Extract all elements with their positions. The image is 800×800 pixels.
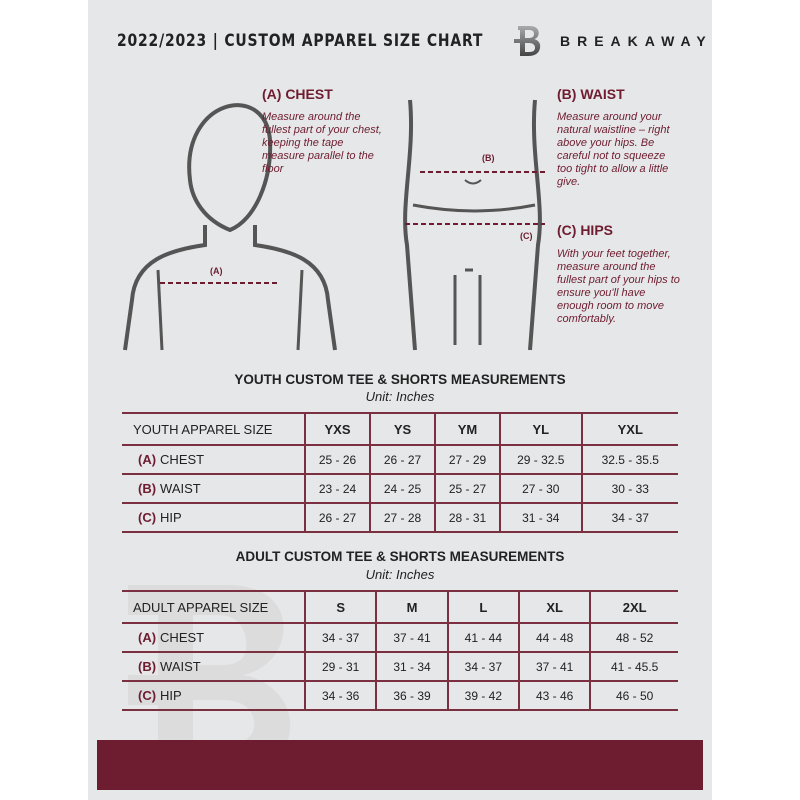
size-header: YL (499, 412, 582, 446)
hips-instructions: With your feet together, measure around … (557, 248, 680, 325)
hip-marker: (C) (520, 231, 533, 241)
lower-body-illustration (403, 99, 545, 351)
brand-name: BREAKAWAY (560, 33, 713, 49)
table-cell: 44 - 48 (517, 622, 591, 653)
size-header: XL (517, 590, 591, 624)
measurement-name: WAIST (160, 659, 201, 674)
youth-unit: Unit: Inches (365, 389, 435, 404)
head-outline (187, 103, 273, 233)
size-header: M (375, 590, 448, 624)
table-header-row: ADULT APPAREL SIZE S M L XL 2XL (122, 590, 678, 624)
chest-instructions: Measure around the fullest part of your … (262, 111, 382, 175)
size-header: L (446, 590, 519, 624)
table-cell: 30 - 33 (580, 473, 678, 504)
table-cell: 39 - 42 (446, 680, 519, 711)
measurement-label: (B) WAIST (122, 473, 305, 504)
table-cell: 29 - 32.5 (499, 444, 582, 475)
size-label: ADULT APPAREL SIZE (122, 590, 305, 624)
table-cell: 36 - 39 (375, 680, 448, 711)
table-cell: 23 - 24 (304, 473, 370, 504)
size-label: YOUTH APPAREL SIZE (122, 412, 305, 446)
size-header: S (303, 590, 377, 624)
measurement-label: (A) CHEST (122, 444, 305, 475)
table-cell: 41 - 45.5 (589, 651, 678, 682)
adult-table-title: ADULT CUSTOM TEE & SHORTS MEASUREMENTS (235, 549, 565, 564)
footer-bar (97, 740, 703, 790)
table-row: (A) CHEST 25 - 26 26 - 27 27 - 29 29 - 32.5 32… (122, 444, 678, 475)
waist-heading: (B) WAIST (557, 86, 625, 102)
table-row: (C) HIP 26 - 27 27 - 28 28 - 31 31 - 34 34 - 3… (122, 502, 678, 533)
size-header: YXL (580, 412, 678, 446)
table-cell: 41 - 44 (446, 622, 519, 653)
chest-heading: (A) CHEST (262, 86, 333, 102)
table-cell: 26 - 27 (304, 502, 370, 533)
table-row: (B) WAIST 23 - 24 24 - 25 25 - 27 27 - 30 30 -… (122, 473, 678, 504)
table-cell: 37 - 41 (517, 651, 591, 682)
logo-icon (514, 26, 541, 56)
table-cell: 29 - 31 (303, 651, 377, 682)
measurement-label: (A) CHEST (122, 622, 305, 653)
measurement-name: CHEST (160, 630, 205, 645)
table-cell: 31 - 34 (375, 651, 448, 682)
table-row: (A) CHEST 34 - 37 37 - 41 41 - 44 44 - 48 48 -… (122, 622, 678, 653)
table-cell: 32.5 - 35.5 (580, 444, 678, 475)
youth-table-title: YOUTH CUSTOM TEE & SHORTS MEASUREMENTS (234, 372, 566, 387)
table-cell: 48 - 52 (589, 622, 678, 653)
table-cell: 43 - 46 (517, 680, 591, 711)
table-cell: 25 - 27 (434, 473, 500, 504)
youth-size-table: YOUTH APPAREL SIZE YXS YS YM YL YXL (A) CHEST… (122, 412, 678, 533)
table-row: (C) HIP 34 - 36 36 - 39 39 - 42 43 - 46 46 - 5… (122, 680, 678, 711)
measurement-letter: (C) (138, 688, 157, 703)
measurement-letter: (A) (138, 452, 157, 467)
table-cell: 34 - 37 (446, 651, 519, 682)
measurement-label: (C) HIP (122, 502, 305, 533)
table-cell: 24 - 25 (369, 473, 435, 504)
table-cell: 34 - 37 (303, 622, 377, 653)
measurement-name: WAIST (160, 481, 201, 496)
table-cell: 27 - 29 (434, 444, 500, 475)
adult-unit: Unit: Inches (365, 567, 435, 582)
measurement-name: HIP (160, 510, 182, 525)
hips-heading: (C) HIPS (557, 222, 613, 238)
table-cell: 46 - 50 (589, 680, 678, 711)
table-cell: 27 - 30 (499, 473, 582, 504)
shoulders-outline (123, 225, 337, 351)
waist-marker: (B) (482, 153, 495, 163)
table-cell: 25 - 26 (304, 444, 370, 475)
table-row: (B) WAIST 29 - 31 31 - 34 34 - 37 37 - 41 41 -… (122, 651, 678, 682)
upper-body-illustration (123, 103, 337, 351)
measurement-letter: (A) (138, 630, 157, 645)
table-cell: 34 - 36 (303, 680, 377, 711)
table-cell: 31 - 34 (499, 502, 582, 533)
waist-instructions: Measure around your natural waistline – … (557, 111, 670, 188)
table-cell: 26 - 27 (369, 444, 435, 475)
measurement-name: HIP (160, 688, 182, 703)
measurement-label: (C) HIP (122, 680, 305, 711)
table-cell: 37 - 41 (375, 622, 448, 653)
table-cell: 28 - 31 (434, 502, 500, 533)
page-title: 2022/2023 | CUSTOM APPAREL SIZE CHART (117, 31, 484, 51)
table-cell: 27 - 28 (369, 502, 435, 533)
size-header: 2XL (589, 590, 678, 624)
measurement-name: CHEST (160, 452, 205, 467)
measurement-letter: (B) (138, 481, 157, 496)
table-header-row: YOUTH APPAREL SIZE YXS YS YM YL YXL (122, 412, 678, 446)
measurement-label: (B) WAIST (122, 651, 305, 682)
size-header: YM (434, 412, 500, 446)
size-header: YXS (304, 412, 370, 446)
size-header: YS (369, 412, 435, 446)
measurement-letter: (C) (138, 510, 157, 525)
adult-size-table: ADULT APPAREL SIZE S M L XL 2XL (A) CHEST 34 -… (122, 590, 678, 711)
measurement-letter: (B) (138, 659, 157, 674)
table-cell: 34 - 37 (580, 502, 678, 533)
chest-marker: (A) (210, 266, 223, 276)
